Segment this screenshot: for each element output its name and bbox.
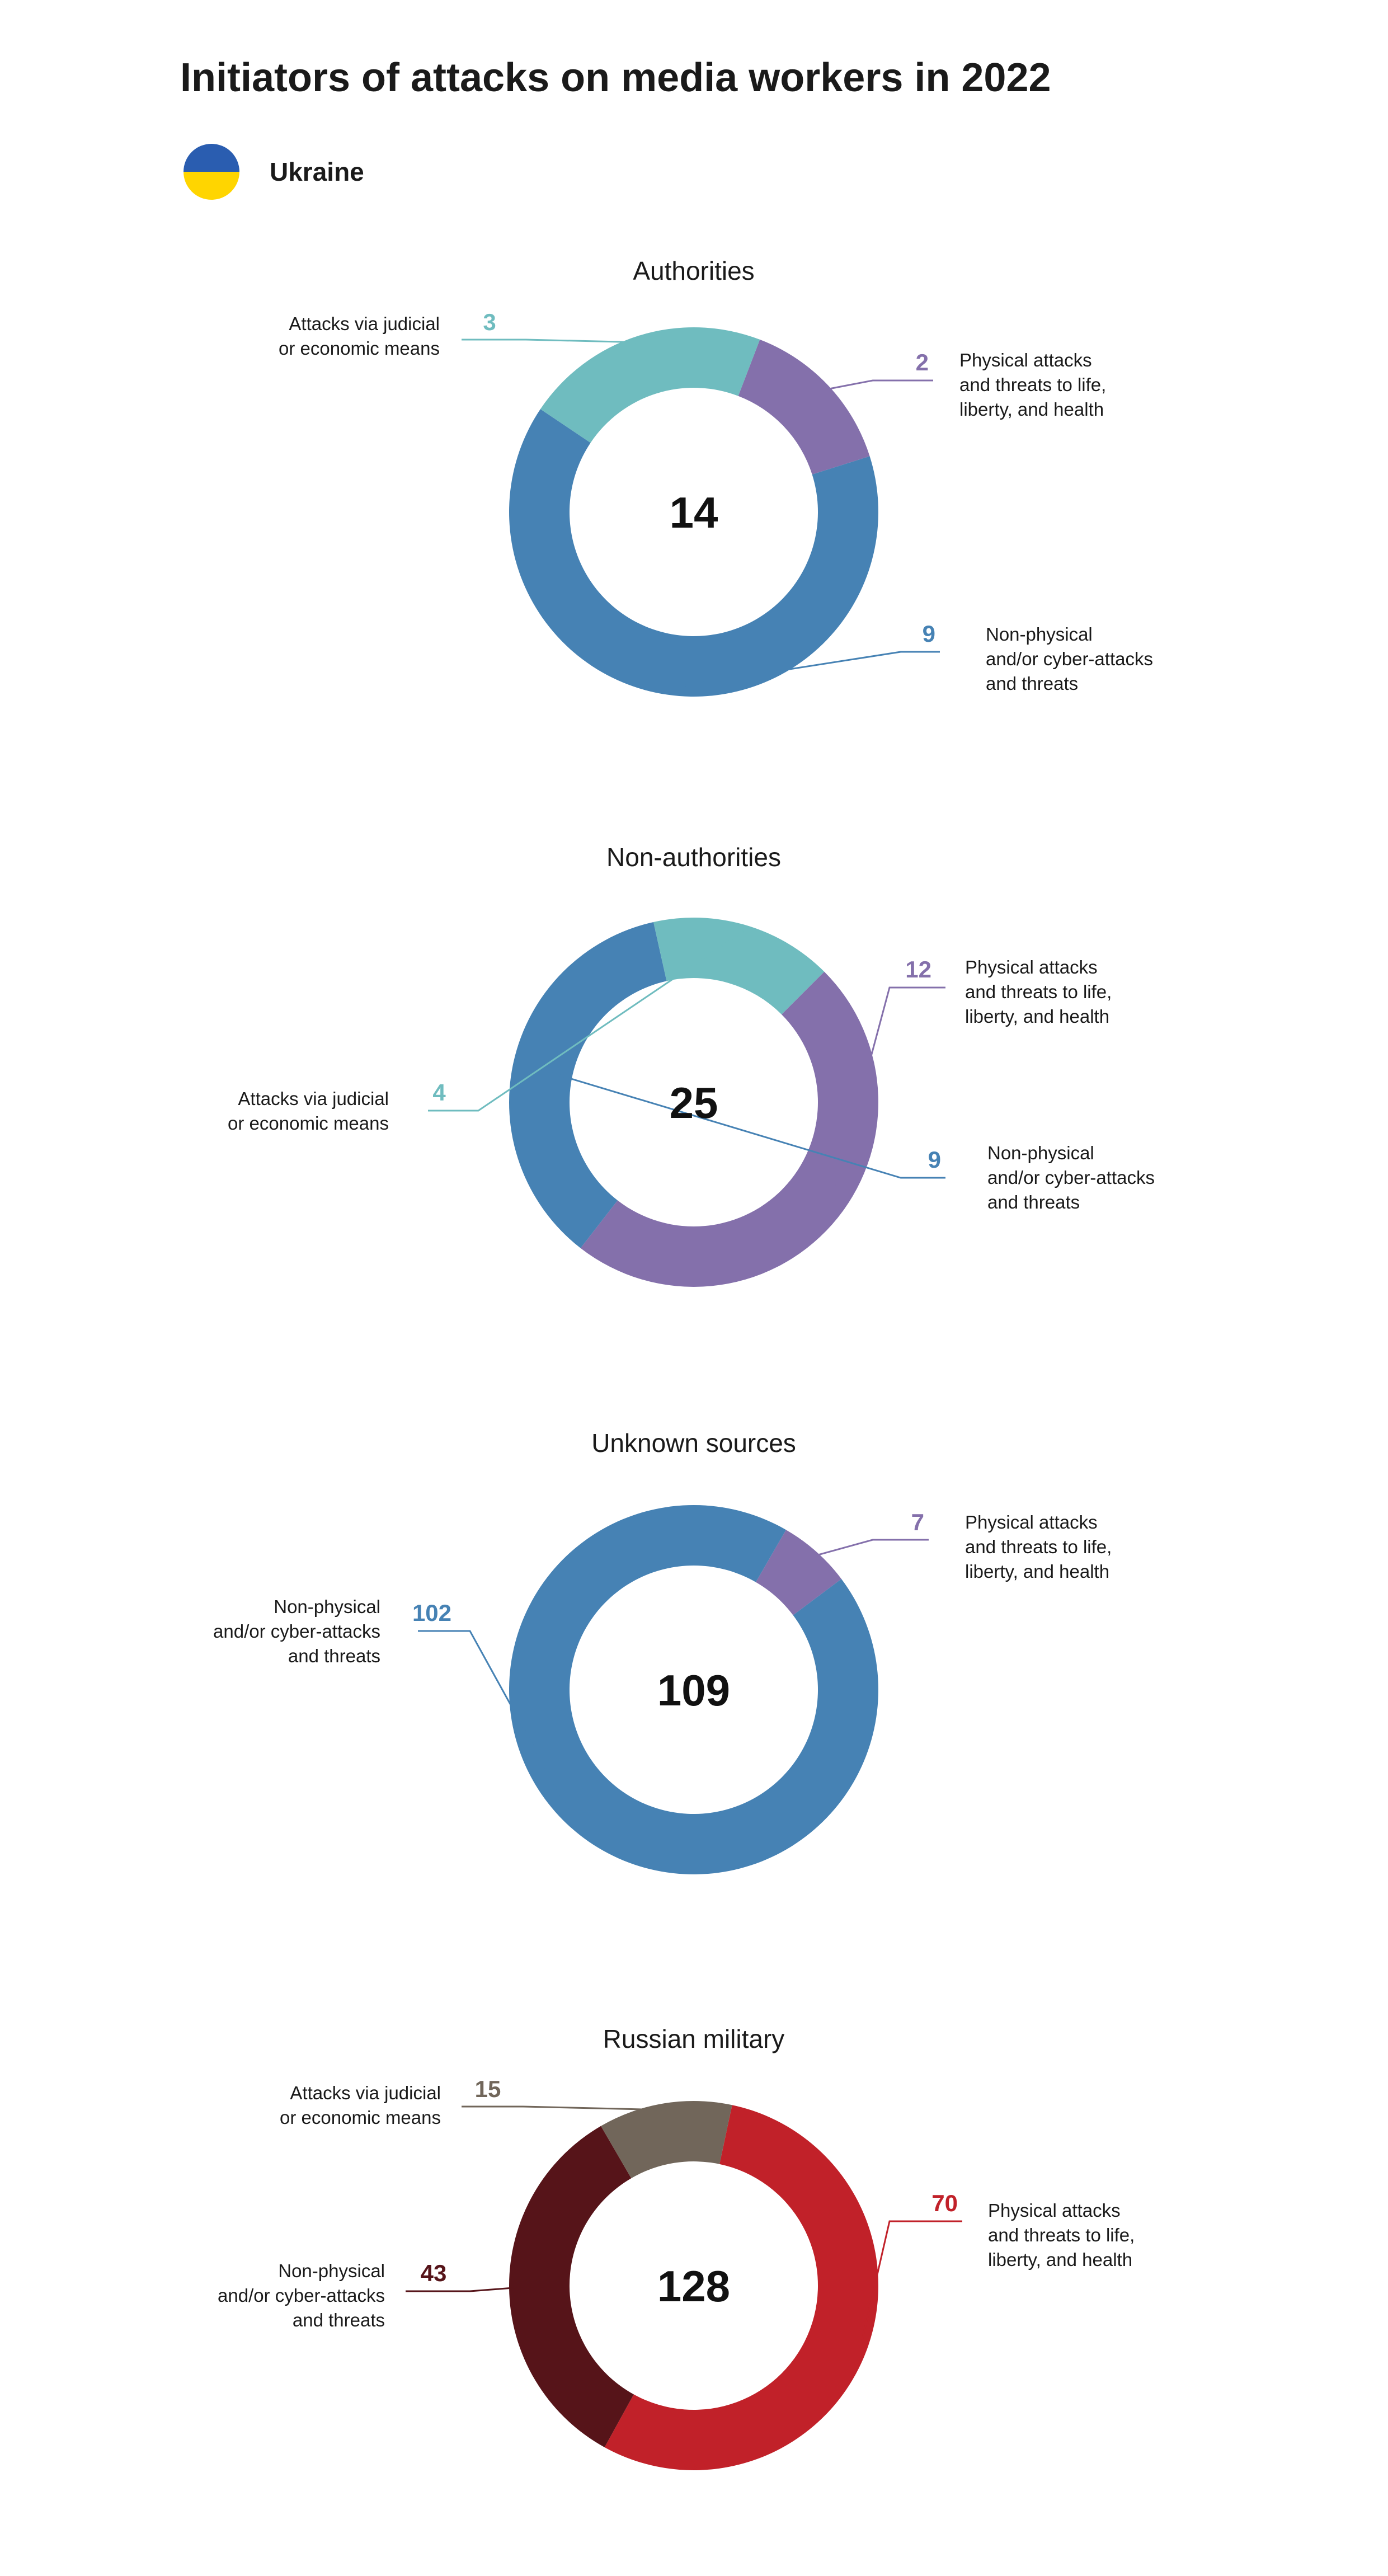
callout-line [520, 1063, 945, 1179]
slice-category-label: or economic means [228, 1113, 389, 1134]
donut-slice [509, 922, 667, 1248]
slice-category-label: and threats to life, [988, 2225, 1135, 2245]
slice-category-label: and/or cyber-attacks [987, 1167, 1155, 1188]
donut-total-label: 109 [657, 1666, 730, 1715]
ukraine-flag-icon [184, 144, 239, 200]
slice-category-label: and/or cyber-attacks [218, 2285, 385, 2306]
donut-slice [540, 327, 760, 443]
slice-category-label: Non-physical [987, 1143, 1094, 1163]
slice-value-label: 2 [916, 349, 929, 375]
slice-category-label: and threats [288, 1646, 380, 1666]
callout-line [668, 651, 940, 689]
slice-category-label: or economic means [279, 338, 440, 359]
callout-line [428, 930, 744, 1112]
slice-value-label: 4 [432, 1079, 446, 1106]
callout-line [826, 986, 945, 1220]
slice-category-label: Physical attacks [965, 1512, 1098, 1533]
slice-category-label: and threats to life, [965, 1536, 1112, 1557]
slice-category-label: and/or cyber-attacks [213, 1621, 380, 1642]
chart-title: Authorities [633, 256, 754, 285]
callout-line [859, 2220, 962, 2348]
slice-value-label: 7 [911, 1509, 924, 1535]
slice-value-label: 102 [412, 1600, 451, 1626]
slice-category-label: Attacks via judicial [289, 313, 440, 334]
donut-total-label: 128 [657, 2262, 730, 2311]
slice-category-label: liberty, and health [959, 399, 1104, 420]
donut-slice [756, 1530, 841, 1615]
donut-total-label: 14 [670, 488, 718, 537]
slice-category-label: or economic means [280, 2107, 441, 2128]
slice-value-label: 9 [928, 1146, 941, 1173]
slice-category-label: Non-physical [986, 624, 1093, 645]
donut-slice [601, 2101, 732, 2179]
slice-category-label: liberty, and health [965, 1561, 1109, 1582]
country-label: Ukraine [270, 157, 364, 186]
callout-line [406, 2287, 516, 2292]
slice-category-label: Physical attacks [988, 2200, 1121, 2221]
slice-value-label: 9 [923, 621, 935, 647]
donut-slice [580, 971, 878, 1287]
donut-slice [738, 339, 870, 474]
slice-category-label: and threats [293, 2310, 385, 2330]
chart-title: Non-authorities [606, 843, 781, 872]
flag-top-half [184, 144, 239, 172]
slice-category-label: and threats to life, [959, 374, 1106, 395]
donut-slice [509, 409, 878, 697]
slice-category-label: Attacks via judicial [238, 1088, 389, 1109]
slice-category-label: Attacks via judicial [290, 2083, 441, 2103]
slice-value-label: 12 [905, 956, 931, 983]
page-title: Initiators of attacks on media workers i… [180, 55, 1051, 100]
chart-title: Russian military [603, 2024, 785, 2053]
slice-category-label: Physical attacks [965, 957, 1098, 977]
slice-category-label: and threats to life, [965, 981, 1112, 1002]
callout-line [811, 1539, 929, 1558]
slice-category-label: Non-physical [274, 1596, 380, 1617]
donut-slice [509, 2126, 634, 2447]
donut-slice [604, 2105, 879, 2470]
slice-category-label: and threats [987, 1192, 1080, 1212]
donut-total-label: 25 [670, 1078, 718, 1127]
slice-category-label: liberty, and health [965, 1006, 1109, 1027]
callout-line [462, 2105, 666, 2111]
callout-line [823, 379, 933, 391]
slice-category-label: Physical attacks [959, 350, 1092, 370]
slice-value-label: 15 [475, 2076, 501, 2102]
slice-category-label: liberty, and health [988, 2249, 1132, 2270]
chart-title: Unknown sources [591, 1428, 796, 1458]
callout-line [418, 1630, 577, 1823]
callout-line [462, 339, 641, 344]
slice-category-label: and threats [986, 673, 1078, 694]
slice-value-label: 70 [931, 2190, 958, 2216]
slice-value-label: 43 [421, 2260, 447, 2286]
slice-category-label: and/or cyber-attacks [986, 648, 1153, 669]
flag-bottom-half [184, 172, 239, 200]
slice-value-label: 3 [483, 309, 496, 335]
donut-slice [653, 918, 825, 1015]
slice-category-label: Non-physical [278, 2260, 385, 2281]
donut-slice [509, 1505, 878, 1874]
